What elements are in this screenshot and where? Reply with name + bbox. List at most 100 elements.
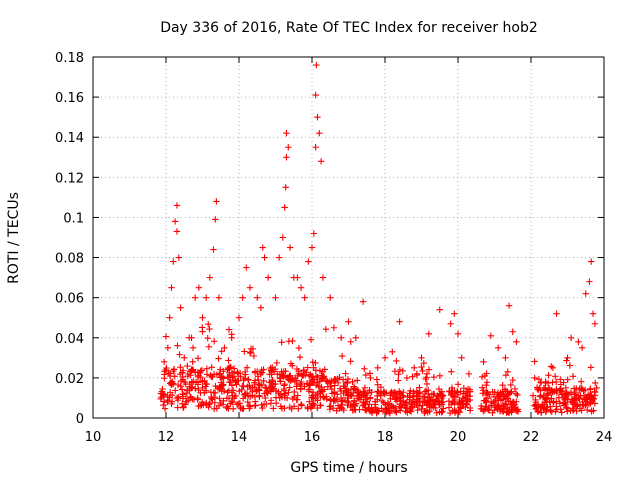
data-point xyxy=(195,402,202,410)
data-point xyxy=(508,409,515,416)
data-point xyxy=(245,376,252,383)
data-point xyxy=(278,339,285,346)
data-point xyxy=(179,395,187,402)
data-point xyxy=(320,394,328,401)
x-tick-label: 20 xyxy=(450,430,467,445)
data-point xyxy=(505,302,513,309)
data-point xyxy=(420,359,428,367)
data-point xyxy=(211,405,218,413)
data-point xyxy=(257,370,264,378)
data-point xyxy=(208,364,215,371)
data-point xyxy=(291,388,298,396)
data-point xyxy=(507,381,515,389)
data-point xyxy=(347,358,354,365)
data-point xyxy=(213,371,221,378)
data-point xyxy=(423,370,431,378)
data-point xyxy=(382,407,389,415)
data-point xyxy=(561,396,568,403)
data-point xyxy=(245,402,253,409)
data-point xyxy=(294,274,301,281)
data-point xyxy=(283,154,290,161)
data-point xyxy=(557,376,564,383)
data-point xyxy=(544,387,551,394)
data-point xyxy=(393,398,401,405)
data-point xyxy=(387,395,394,403)
data-point xyxy=(205,343,213,350)
data-point xyxy=(176,351,183,358)
data-point xyxy=(160,401,167,409)
axis-ticks: 10 12 14 16 18 20 22 24 0 0.02 0.04 0.06 0.08 0.1 0.12… xyxy=(55,51,612,445)
data-point xyxy=(483,388,490,396)
data-point xyxy=(192,385,199,392)
data-point xyxy=(262,394,269,402)
data-point xyxy=(574,402,581,409)
data-point xyxy=(161,405,169,412)
data-point xyxy=(512,390,520,397)
data-point xyxy=(436,306,443,313)
data-point xyxy=(414,406,421,414)
data-point xyxy=(211,389,219,397)
data-point xyxy=(352,400,360,407)
y-tick-label: 0.08 xyxy=(55,252,84,267)
data-point xyxy=(226,379,233,386)
data-point xyxy=(180,403,187,411)
data-point xyxy=(287,360,295,367)
data-point xyxy=(289,395,296,403)
data-point xyxy=(198,367,206,374)
data-point xyxy=(179,369,186,376)
data-points xyxy=(157,61,600,417)
data-point xyxy=(373,408,381,415)
data-point xyxy=(281,404,288,412)
data-point xyxy=(307,380,314,388)
data-point xyxy=(300,367,308,375)
data-point xyxy=(591,392,599,399)
data-point xyxy=(308,244,316,251)
data-point xyxy=(210,338,218,345)
data-point xyxy=(253,368,261,375)
data-point xyxy=(587,364,595,371)
data-point xyxy=(202,383,209,390)
data-point xyxy=(542,378,549,386)
data-point xyxy=(354,377,361,384)
data-point xyxy=(329,405,337,412)
data-point xyxy=(567,334,575,341)
data-point xyxy=(257,304,265,311)
data-point xyxy=(580,402,588,409)
data-point xyxy=(391,407,399,415)
data-point xyxy=(447,391,455,399)
data-point xyxy=(428,391,436,398)
data-point xyxy=(424,394,432,402)
x-tick-label: 24 xyxy=(596,430,613,445)
data-point xyxy=(487,332,495,339)
data-point xyxy=(334,379,342,387)
data-point xyxy=(301,294,308,301)
data-point xyxy=(230,394,238,402)
data-point xyxy=(270,405,277,412)
x-tick-label: 10 xyxy=(85,430,102,445)
data-point xyxy=(249,388,256,396)
data-point xyxy=(188,334,195,341)
data-point xyxy=(278,368,285,375)
data-point xyxy=(340,382,347,390)
data-point xyxy=(395,371,402,378)
data-point xyxy=(179,400,186,407)
data-point xyxy=(260,377,267,385)
data-point xyxy=(340,406,347,414)
data-point xyxy=(563,357,570,364)
data-point xyxy=(478,373,486,380)
data-point xyxy=(579,398,586,406)
data-point xyxy=(410,392,418,399)
data-point xyxy=(504,408,511,415)
data-point xyxy=(177,363,184,371)
data-point xyxy=(493,404,500,411)
data-point xyxy=(204,334,211,342)
data-point xyxy=(189,358,196,366)
data-point xyxy=(272,294,279,301)
data-point xyxy=(391,368,399,375)
data-point xyxy=(218,348,225,355)
data-point xyxy=(238,386,245,393)
data-point xyxy=(174,404,181,411)
data-point xyxy=(301,383,308,390)
data-point xyxy=(225,387,233,394)
data-point xyxy=(571,401,578,408)
